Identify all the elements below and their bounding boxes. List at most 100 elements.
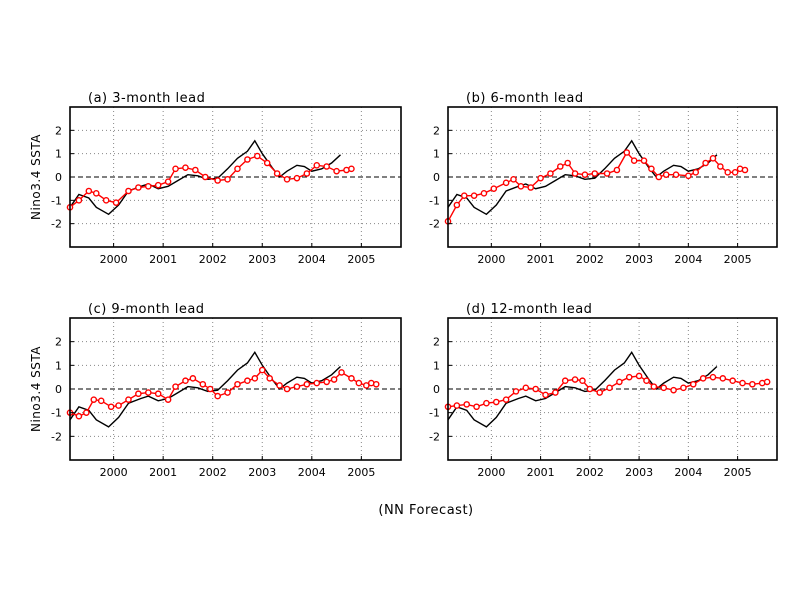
- data-point: [199, 380, 207, 388]
- data-point: [135, 184, 142, 191]
- data-point: [680, 384, 687, 392]
- data-point: [92, 190, 100, 197]
- y-tick-label: -1: [51, 194, 62, 207]
- data-point: [625, 373, 633, 381]
- data-point: [355, 379, 363, 387]
- data-point: [244, 377, 251, 385]
- data-point: [115, 402, 122, 409]
- data-point: [490, 185, 498, 192]
- data-point: [251, 375, 259, 382]
- data-point: [97, 397, 105, 405]
- data-point: [172, 165, 179, 173]
- data-point: [596, 389, 603, 396]
- data-point: [75, 412, 83, 420]
- data-point: [724, 169, 732, 176]
- chart-panel-2: 2000 2001 2002 2003 2004 2005 -2 -1 0 1 2 (c) 9-mon…: [29, 302, 402, 479]
- data-point: [532, 385, 539, 393]
- data-point: [283, 176, 291, 183]
- panels-group: 2000 2001 2002 2003 2004 2005 -2 -1 0 1 2 (a) 3-mon…: [29, 91, 778, 479]
- x-tick-label: 2004: [674, 466, 702, 479]
- chart-panel-3: 2000 2001 2002 2003 2004 2005 -2 -1 0 1 2 (d) 12-mo…: [429, 302, 778, 479]
- data-point: [643, 377, 650, 385]
- data-point: [453, 201, 461, 209]
- data-point: [363, 382, 370, 389]
- data-point: [224, 176, 231, 183]
- x-tick-label: 2000: [477, 466, 505, 479]
- data-point: [258, 366, 266, 374]
- data-point: [453, 402, 461, 409]
- data-point: [244, 156, 251, 163]
- data-point: [164, 396, 172, 403]
- y-tick-label: 2: [433, 336, 440, 349]
- series-line-observed: [69, 350, 341, 428]
- data-point: [263, 159, 271, 167]
- series-line-observed: [447, 139, 718, 216]
- y-tick-label: 1: [55, 148, 62, 161]
- x-tick-label: 2004: [298, 253, 326, 266]
- x-tick-label: 2000: [100, 253, 128, 266]
- data-point: [201, 173, 209, 181]
- data-point: [303, 380, 311, 388]
- panel-title: (a) 3-month lead: [88, 91, 205, 106]
- y-tick-label: 2: [55, 124, 62, 137]
- data-point: [313, 379, 321, 387]
- data-point: [112, 199, 120, 206]
- x-tick-label: 2005: [347, 253, 375, 266]
- data-point: [107, 403, 115, 411]
- data-point: [214, 392, 221, 400]
- data-point: [613, 166, 621, 174]
- data-point: [717, 163, 724, 170]
- data-point: [699, 375, 707, 382]
- data-point: [741, 166, 749, 174]
- data-point: [348, 375, 355, 382]
- data-point: [172, 383, 179, 390]
- data-point: [473, 403, 480, 411]
- data-point: [83, 409, 90, 416]
- data-point: [154, 181, 162, 189]
- y-tick-label: 1: [433, 359, 440, 372]
- data-point: [660, 384, 668, 392]
- data-point: [581, 171, 589, 178]
- y-axis-label: Nino3.4 SSTA: [29, 346, 43, 432]
- figure-caption: (NN Forecast): [378, 503, 473, 518]
- y-tick-label: -2: [51, 218, 62, 231]
- data-point: [90, 396, 98, 403]
- data-point: [655, 173, 663, 181]
- x-tick-label: 2005: [724, 253, 752, 266]
- data-point: [648, 165, 655, 173]
- data-point: [182, 164, 189, 171]
- data-point: [635, 372, 643, 380]
- y-tick-label: 2: [55, 336, 62, 349]
- data-point: [670, 386, 677, 394]
- data-point: [313, 162, 321, 169]
- data-point: [154, 390, 162, 398]
- data-point: [623, 149, 631, 156]
- data-point: [561, 377, 569, 385]
- y-tick-label: -1: [429, 407, 440, 420]
- data-point: [603, 170, 611, 177]
- data-point: [348, 165, 355, 173]
- data-point: [144, 183, 152, 190]
- data-point: [537, 174, 544, 182]
- data-point: [547, 170, 554, 177]
- y-tick-label: 0: [433, 171, 440, 184]
- y-tick-label: -1: [429, 194, 440, 207]
- y-tick-label: 1: [433, 148, 440, 161]
- data-point: [266, 375, 273, 382]
- data-point: [571, 170, 579, 177]
- data-point: [692, 169, 700, 176]
- x-tick-label: 2002: [199, 466, 227, 479]
- data-point: [739, 379, 746, 387]
- data-point: [512, 388, 520, 395]
- data-point: [709, 373, 717, 381]
- data-point: [749, 380, 756, 388]
- x-tick-label: 2003: [248, 253, 276, 266]
- data-point: [510, 176, 517, 183]
- y-tick-label: 0: [55, 171, 62, 184]
- data-point: [372, 380, 380, 388]
- chart-panel-1: 2000 2001 2002 2003 2004 2005 -2 -1 0 1 2 (b) 6-mon…: [429, 91, 778, 266]
- x-tick-label: 2001: [149, 253, 177, 266]
- x-tick-label: 2001: [527, 253, 555, 266]
- series-line-forecast: [69, 369, 377, 417]
- data-point: [492, 398, 500, 406]
